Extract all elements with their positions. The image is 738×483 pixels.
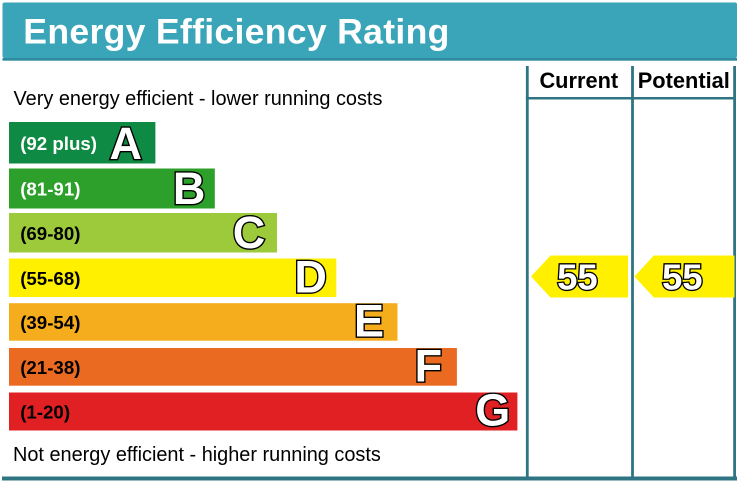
svg-text:Current: Current [539, 68, 618, 93]
svg-text:55: 55 [662, 256, 703, 297]
svg-text:Not energy efficient - higher: Not energy efficient - higher running co… [13, 444, 381, 466]
svg-text:(92 plus): (92 plus) [20, 133, 97, 154]
svg-text:Potential: Potential [638, 68, 730, 93]
svg-text:(69-80): (69-80) [20, 223, 80, 244]
svg-text:G: G [475, 385, 510, 436]
svg-text:E: E [354, 296, 384, 347]
svg-text:Very energy efficient - lower: Very energy efficient - lower running co… [14, 88, 383, 110]
svg-text:(81-91): (81-91) [20, 179, 80, 200]
svg-text:55: 55 [557, 256, 598, 297]
svg-text:F: F [415, 340, 443, 391]
svg-text:(55-68): (55-68) [20, 268, 80, 289]
svg-text:C: C [233, 207, 266, 258]
svg-text:B: B [173, 163, 206, 214]
svg-text:A: A [110, 118, 143, 169]
svg-text:(1-20): (1-20) [20, 402, 70, 423]
svg-text:(39-54): (39-54) [20, 312, 80, 333]
svg-text:(21-38): (21-38) [20, 357, 80, 378]
svg-text:D: D [294, 252, 327, 303]
svg-text:Energy Efficiency Rating: Energy Efficiency Rating [23, 12, 449, 52]
